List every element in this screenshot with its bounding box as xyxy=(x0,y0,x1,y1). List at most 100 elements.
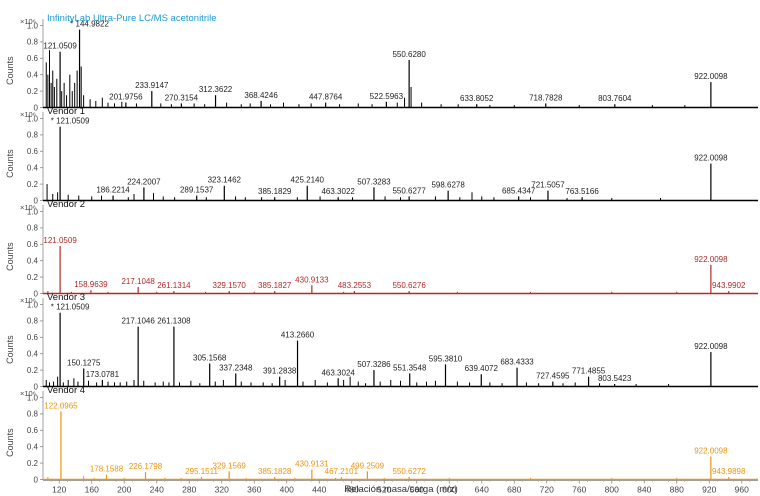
peak-label: 718.7828 xyxy=(529,93,563,102)
y-tick-label: 0.8 xyxy=(27,317,39,326)
y-multiplier-label: ×10⁶ xyxy=(20,389,36,398)
y-tick-label: 0.6 xyxy=(27,426,39,435)
peak-label: 721.5057 xyxy=(531,181,565,190)
x-tick-label: 800 xyxy=(605,485,619,495)
spectrum-panel: ×10⁶ Vendor 3 Counts 0 0.2 0.4 0.6 0.8 1.0 * 121.… xyxy=(5,292,758,391)
peak-label: 922.0098 xyxy=(694,342,728,351)
peak-label: 430.9131 xyxy=(295,460,329,469)
peak-label: 289.1537 xyxy=(180,186,214,195)
peak-label: * 121.0509 xyxy=(51,303,90,312)
y-tick-label: 0 xyxy=(34,103,39,112)
panel-title: Vendor 3 xyxy=(47,292,85,303)
spectrum-panel: ×10⁶ Vendor 4 Counts 0 0.2 0.4 0.6 0.8 1.0 122.09… xyxy=(5,385,758,484)
peak-label: * 144.9822 xyxy=(70,20,109,29)
y-tick-label: 1.0 xyxy=(27,21,39,30)
x-tick-label: 320 xyxy=(215,485,229,495)
peak-label: 329.1569 xyxy=(213,461,247,470)
spectrum-panel: ×10⁶ Vendor 2 Counts 0 0.2 0.4 0.6 0.8 1.0 121.05… xyxy=(5,199,758,298)
x-tick-label: 920 xyxy=(702,485,716,495)
peak-label: 633.8052 xyxy=(460,94,494,103)
peak-label: 261.1314 xyxy=(157,281,191,290)
x-tick-label: 960 xyxy=(735,485,749,495)
y-tick-label: 0.4 xyxy=(27,257,39,266)
spectrum-panel: ×10⁶ Vendor 1 Counts 0 0.2 0.4 0.6 0.8 1.0 * 121.… xyxy=(5,106,758,205)
peak-label: 413.2660 xyxy=(281,331,315,340)
peak-label: 551.3548 xyxy=(393,363,427,372)
peak-label: 385.1829 xyxy=(258,187,292,196)
spectrum-panels: ×10⁶ InfinityLab Ultra-Pure LC/MS acetoni… xyxy=(5,13,758,484)
y-tick-label: 0.2 xyxy=(27,180,39,189)
peak-label: 683.4333 xyxy=(500,358,534,367)
peak-label: 270.3154 xyxy=(165,93,199,102)
peak-label: 771.4855 xyxy=(572,367,606,376)
peak-label: 463.3022 xyxy=(321,187,355,196)
x-tick-label: 680 xyxy=(507,485,521,495)
y-axis-label: Counts xyxy=(5,242,15,271)
peak-label: 312.3622 xyxy=(199,85,233,94)
y-tick-label: 0.4 xyxy=(27,164,39,173)
peak-label: 226.1798 xyxy=(129,462,163,471)
y-tick-label: 0.8 xyxy=(27,131,39,140)
peak-label: 368.4246 xyxy=(244,91,278,100)
y-tick-label: 0.2 xyxy=(27,366,39,375)
y-tick-label: 1.0 xyxy=(27,207,39,216)
y-tick-label: 0.8 xyxy=(27,224,39,233)
x-tick-label: 640 xyxy=(475,485,489,495)
peak-label: 499.2509 xyxy=(351,461,385,470)
peak-label: 685.4347 xyxy=(502,186,536,195)
peak-label: 550.6280 xyxy=(392,50,426,59)
y-multiplier-label: ×10⁶ xyxy=(20,203,36,212)
peak-label: 522.5963 xyxy=(370,92,404,101)
peak-label: 121.0509 xyxy=(43,236,77,245)
peak-label: 305.1568 xyxy=(193,354,227,363)
peak-label: 329.1570 xyxy=(213,281,247,290)
peak-label: 507.3283 xyxy=(357,177,391,186)
peak-label: 727.4595 xyxy=(536,372,570,381)
peak-label: 323.1462 xyxy=(208,176,242,185)
peak-label: 922.0098 xyxy=(694,447,728,456)
y-tick-label: 0.4 xyxy=(27,71,39,80)
peak-label: 598.6278 xyxy=(431,181,465,190)
spectrum-panel: ×10⁶ InfinityLab Ultra-Pure LC/MS acetoni… xyxy=(5,13,758,112)
peak-label: 467.2101 xyxy=(325,467,359,476)
peak-label: 430.9133 xyxy=(295,275,329,284)
peak-label: 178.1588 xyxy=(90,465,124,474)
peak-label: 150.1275 xyxy=(67,358,101,367)
y-axis-label: Counts xyxy=(5,56,15,85)
y-tick-label: 0.2 xyxy=(27,459,39,468)
x-tick-label: 720 xyxy=(540,485,554,495)
peak-label: 922.0098 xyxy=(694,72,728,81)
y-tick-label: 0.8 xyxy=(27,410,39,419)
peak-label: 447.8764 xyxy=(309,93,343,102)
peak-label: 922.0098 xyxy=(694,154,728,163)
peak-label: 922.0098 xyxy=(694,255,728,264)
panel-title: Vendor 2 xyxy=(47,199,85,210)
x-tick-label: 200 xyxy=(117,485,131,495)
peak-label: 201.9756 xyxy=(109,93,143,102)
peak-label: 943.9902 xyxy=(712,281,746,290)
y-tick-label: 1.0 xyxy=(27,114,39,123)
peak-label: 639.4072 xyxy=(465,364,499,373)
y-axis-label: Counts xyxy=(5,428,15,457)
peak-label: 121.0509 xyxy=(43,42,77,51)
peak-label: 224.2007 xyxy=(127,177,161,186)
peak-label: 550.6276 xyxy=(392,281,426,290)
x-tick-label: 360 xyxy=(247,485,261,495)
peak-label: 763.5166 xyxy=(565,187,599,196)
peak-label: 943.9898 xyxy=(712,467,746,476)
x-tick-label: 240 xyxy=(150,485,164,495)
peak-label: 261.1308 xyxy=(157,317,191,326)
y-tick-label: 0.6 xyxy=(27,240,39,249)
y-tick-label: 0.4 xyxy=(27,350,39,359)
peak-label: 550.6272 xyxy=(392,467,426,476)
x-tick-label: 120 xyxy=(52,485,66,495)
x-tick-label: 560 xyxy=(410,485,424,495)
x-tick-label: 840 xyxy=(637,485,651,495)
y-multiplier-label: ×10⁶ xyxy=(20,296,36,305)
peak-label: 122.0965 xyxy=(44,401,78,410)
y-tick-label: 0.6 xyxy=(27,333,39,342)
peak-label: 217.1046 xyxy=(121,317,155,326)
peak-label: * 121.0509 xyxy=(51,117,90,126)
x-tick-label: 760 xyxy=(572,485,586,495)
peak-label: 186.2214 xyxy=(96,186,130,195)
